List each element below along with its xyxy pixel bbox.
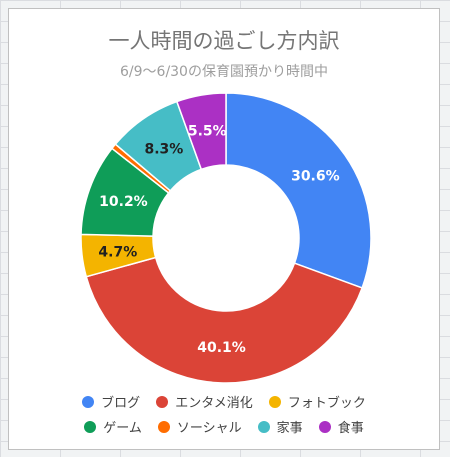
slice-label-2: 4.7% [98,244,137,260]
slice-6[interactable] [175,92,227,171]
chart-subtitle: 6/9〜6/30の保育園預かり時間中 [120,64,328,80]
slice-label-3: 10.2% [99,194,148,210]
legend-item-3[interactable]: ゲーム [84,417,142,436]
legend-label: ブログ [101,396,141,411]
legend-label: ゲーム [103,421,142,436]
legend-dot-icon [156,395,169,408]
legend-dot-icon [318,420,331,433]
legend-item-0[interactable]: ブログ [82,392,140,411]
legend-row-0: ブログ エンタメ消化 フォトブック [9,392,439,411]
legend-dot-icon [82,395,95,408]
legend-label: 家事 [276,421,303,436]
chart-title: 一人時間の過ごし方内訳 [108,29,340,53]
legend-item-1[interactable]: エンタメ消化 [156,392,253,411]
slice-label-0: 30.6% [291,169,340,185]
chart-card[interactable]: 一人時間の過ごし方内訳 6/9〜6/30の保育園預かり時間中 30.6% 40.1… [8,8,440,450]
legend-row-1: ゲーム ソーシャル 家事 食事 [9,417,439,436]
slice-label-1: 40.1% [197,340,246,356]
legend-label: ソーシャル [176,421,242,436]
legend: ブログ エンタメ消化 フォトブックゲーム ソーシャル 家事 食事 [9,392,439,442]
slice-label-5: 8.3% [144,141,183,157]
legend-item-6[interactable]: 食事 [318,417,364,436]
legend-label: エンタメ消化 [175,396,253,411]
legend-dot-icon [84,420,97,433]
legend-label: フォトブック [287,396,366,411]
legend-item-4[interactable]: ソーシャル [157,417,242,436]
legend-dot-icon [257,420,270,433]
slice-1[interactable] [85,256,364,384]
donut-chart: 30.6% 40.1% 4.7% 10.2% 8.3% 5.5% [80,92,372,384]
legend-dot-icon [157,420,170,433]
slice-label-6: 5.5% [188,124,227,140]
legend-label: 食事 [337,421,364,436]
slice-0[interactable] [225,92,372,289]
legend-item-2[interactable]: フォトブック [268,392,366,411]
legend-item-5[interactable]: 家事 [257,417,303,436]
legend-dot-icon [268,395,281,408]
